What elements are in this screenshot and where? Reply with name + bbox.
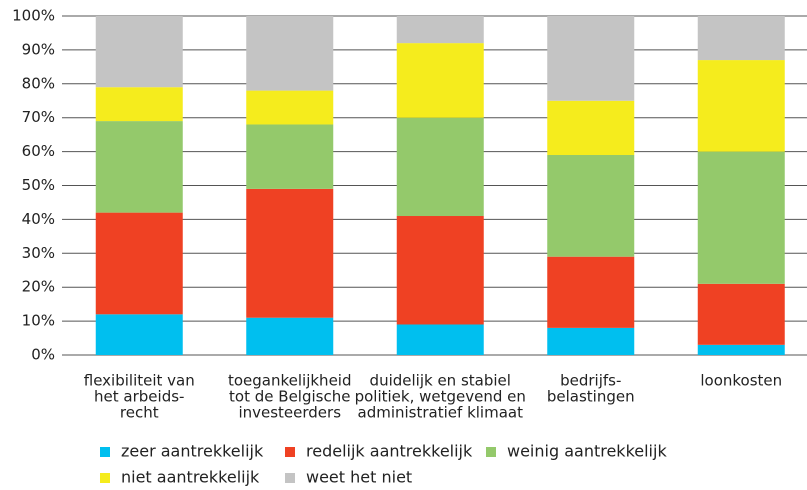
y-tick-label: 20% [22,278,55,296]
legend-label: zeer aantrekkelijk [121,442,264,461]
bar-segment [547,16,635,101]
legend-swatch [285,473,295,483]
x-tick-label: het arbeids- [94,388,184,406]
y-tick-label: 80% [22,74,55,92]
bar-segment [547,256,635,328]
y-tick-label: 50% [22,176,55,194]
legend-label: weet het niet [306,468,412,487]
y-tick-label: 10% [22,312,55,330]
bar-segment [396,216,484,325]
x-tick-label: tot de Belgische [229,388,350,406]
x-tick-label: flexibiliteit van [84,372,195,390]
x-tick-label: administratief klimaat [358,404,524,422]
bar-segment [95,121,183,213]
bar-segment [246,317,334,355]
bar-segment [697,60,785,152]
x-tick-label: bedrijfs- [560,372,621,390]
bar-segment [95,212,183,315]
bar-segment [547,100,635,155]
legend-label: niet aantrekkelijk [121,468,260,487]
bar-segment [697,344,785,355]
y-tick-label: 40% [22,210,55,228]
bar-segment [95,87,183,122]
x-tick-label: loonkosten [700,372,782,390]
bar-segment [396,324,484,355]
y-tick-label: 90% [22,40,55,58]
bar-segment [246,124,334,189]
legend-label: redelijk aantrekkelijk [306,442,473,461]
y-tick-label: 0% [31,346,55,364]
legend-swatch [486,447,496,457]
bar-segment [396,16,484,44]
y-tick-label: 70% [22,108,55,126]
bar-segment [246,188,334,318]
bar-segment [697,283,785,345]
bar-segment [697,16,785,61]
bar-segment [246,90,334,125]
x-tick-label: recht [120,404,159,422]
legend-swatch [100,473,110,483]
x-tick-label: duidelijk en stabiel [370,372,511,390]
bar-segment [95,314,183,355]
bar-segment [396,117,484,217]
bar-segment [246,16,334,91]
bar-segment [697,151,785,284]
y-tick-label: 30% [22,244,55,262]
bar-segment [95,16,183,88]
legend-swatch [285,447,295,457]
x-tick-label: investeerders [238,404,341,422]
x-tick-label: belastingen [547,388,635,406]
y-tick-label: 100% [12,7,55,25]
bar-segment [547,327,635,355]
y-tick-label: 60% [22,142,55,160]
x-tick-label: politiek, wetgevend en [355,388,526,406]
x-tick-label: toegankelijkheid [228,372,352,390]
bar-segment [396,43,484,118]
bar-segment [547,154,635,257]
legend-label: weinig aantrekkelijk [507,442,667,461]
legend-swatch [100,447,110,457]
